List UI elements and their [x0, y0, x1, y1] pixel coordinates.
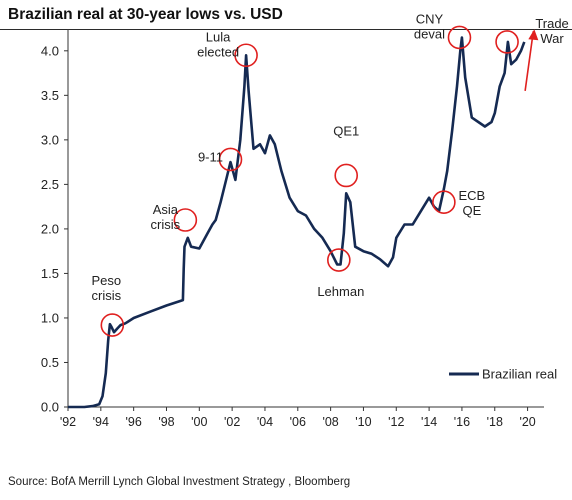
annotation-label: crisis: [92, 288, 122, 303]
y-tick-label: 0.0: [41, 400, 59, 415]
annotation-label: Peso: [91, 273, 121, 288]
annotation-label: QE: [462, 203, 481, 218]
trade-war-arrowhead: [528, 29, 539, 41]
x-tick-label: '92: [60, 415, 76, 429]
annotation-circle: [432, 190, 456, 214]
x-tick-label: '04: [257, 415, 273, 429]
annotation-circle: [334, 163, 359, 188]
source-note: Source: BofA Merrill Lynch Global Invest…: [8, 476, 351, 488]
annotation-label: QE1: [333, 123, 359, 138]
x-tick-label: '12: [388, 415, 404, 429]
annotation-label: deval: [414, 26, 445, 41]
chart: 0.0 0.5 1.0 1.5 2.0 2.5 3.0 3.5 4.0 '92 '94 '96 '98 '…: [41, 11, 569, 429]
x-tick-label: '18: [487, 415, 503, 429]
annotations-layer: PesocrisisAsiacrisis9-11LulaelectedQE1Le…: [91, 11, 569, 337]
y-tick-label: 3.5: [41, 88, 59, 103]
axes: 0.0 0.5 1.0 1.5 2.0 2.5 3.0 3.5 4.0 '92 '94 '96 '98 '…: [41, 29, 544, 429]
annotation-circle: [218, 147, 243, 172]
annotation-circle: [327, 248, 351, 272]
annotation-circle: [495, 30, 519, 54]
chart-title: Brazilian real at 30-year lows vs. USD: [8, 6, 283, 23]
annotation-circle: [173, 208, 198, 232]
y-tick-label: 2.5: [41, 177, 59, 192]
legend-label: Brazilian real: [482, 367, 557, 382]
x-tick-label: '14: [421, 415, 437, 429]
annotation-label: Lula: [206, 29, 231, 44]
legend: Brazilian real: [449, 367, 557, 382]
title-divider: [0, 29, 572, 30]
x-tick-label: '94: [93, 415, 109, 429]
x-tick-label: '08: [322, 415, 338, 429]
annotation-label: elected: [197, 44, 239, 59]
y-tick-label: 4.0: [41, 43, 59, 58]
x-tick-label: '96: [126, 415, 142, 429]
annotation-circle: [447, 25, 472, 50]
x-tick-label: '10: [355, 415, 371, 429]
annotation-circle: [234, 43, 258, 68]
y-tick-label: 3.0: [41, 132, 59, 147]
annotation-label: CNY: [416, 11, 444, 26]
annotation-label: Trade: [535, 16, 568, 31]
y-tick-label: 1.0: [41, 310, 59, 325]
x-tick-label: '98: [158, 415, 174, 429]
annotation-label: 9-11: [198, 149, 223, 164]
y-tick-label: 1.5: [41, 266, 59, 281]
annotation-label: War: [540, 31, 564, 46]
series-layer: [68, 36, 526, 409]
x-tick-label: '00: [191, 415, 207, 429]
y-tick-label: 0.5: [41, 355, 59, 370]
x-tick-label: '16: [454, 415, 470, 429]
x-tick-label: '06: [290, 415, 306, 429]
x-tick-label: '02: [224, 415, 240, 429]
annotation-label: ECB: [459, 188, 486, 203]
annotation-label: Lehman: [317, 284, 364, 299]
x-tick-label: '20: [519, 415, 535, 429]
annotation-label: Asia: [153, 202, 179, 217]
trade-war-arrow: [524, 31, 535, 91]
annotation-circle: [100, 313, 125, 337]
series-line: [68, 36, 526, 409]
annotation-label: crisis: [151, 217, 181, 232]
y-tick-label: 2.0: [41, 221, 59, 236]
